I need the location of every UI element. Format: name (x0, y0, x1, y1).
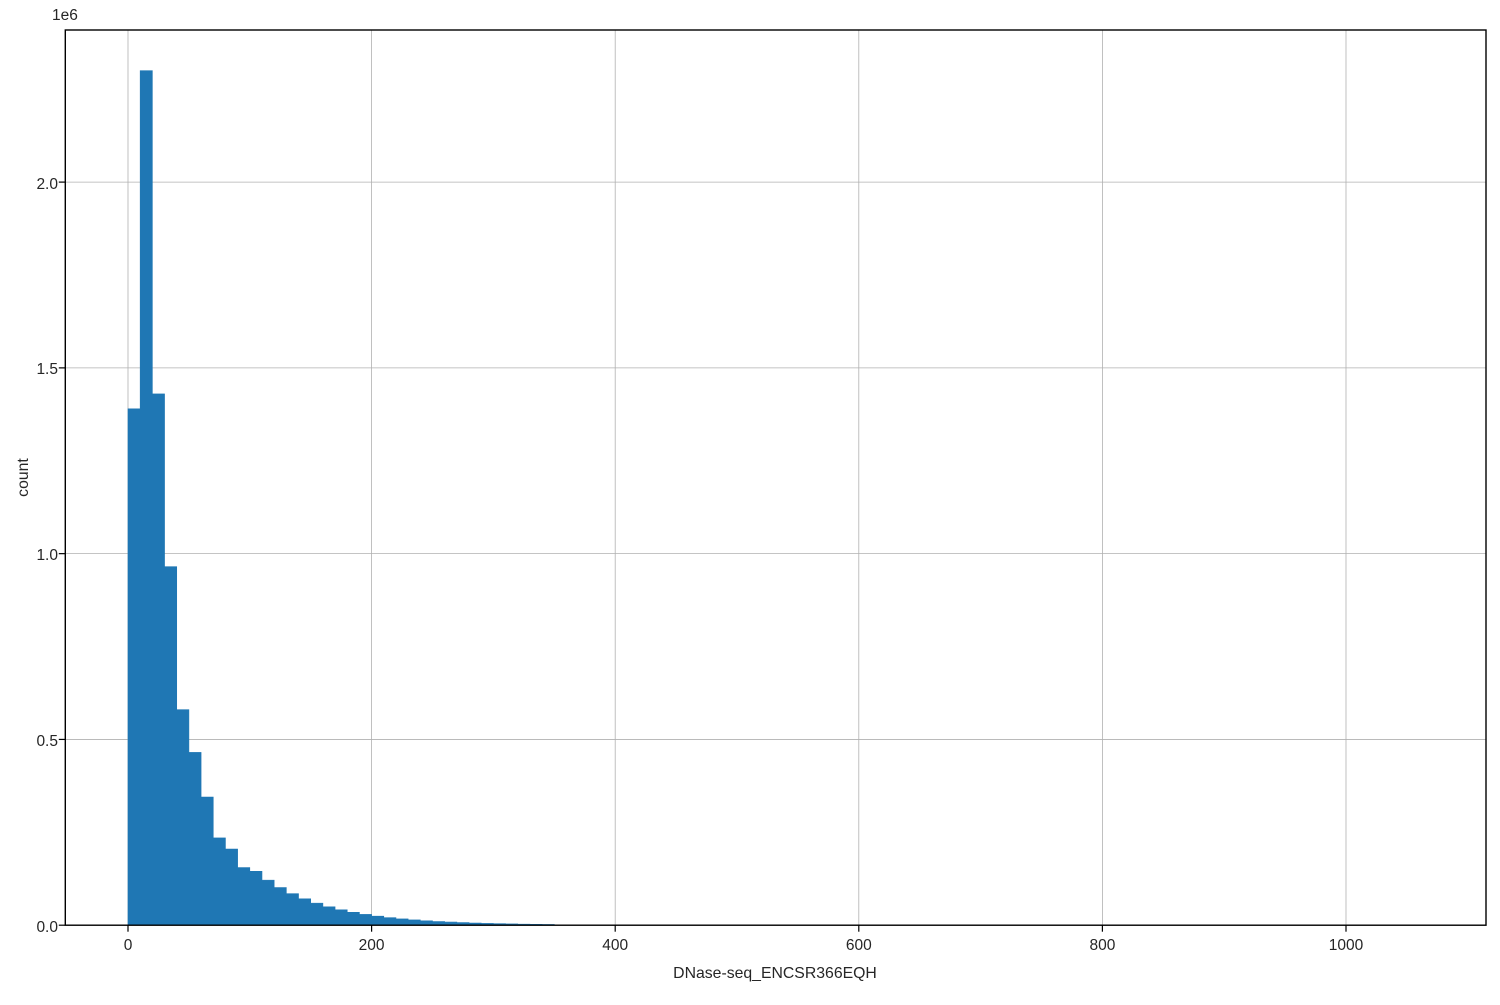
svg-text:count: count (15, 458, 32, 497)
svg-text:600: 600 (846, 937, 872, 954)
svg-text:200: 200 (359, 937, 385, 954)
svg-text:0.0: 0.0 (36, 919, 58, 936)
svg-text:1000: 1000 (1329, 937, 1364, 954)
svg-text:2.0: 2.0 (36, 176, 58, 193)
svg-text:1.0: 1.0 (36, 547, 58, 564)
svg-text:1e6: 1e6 (52, 7, 78, 24)
svg-text:1.5: 1.5 (36, 361, 58, 378)
svg-text:400: 400 (602, 937, 628, 954)
svg-text:0.5: 0.5 (36, 733, 58, 750)
svg-text:800: 800 (1089, 937, 1115, 954)
svg-text:DNase-seq_ENCSR366EQH: DNase-seq_ENCSR366EQH (673, 965, 877, 982)
svg-text:0: 0 (124, 937, 133, 954)
